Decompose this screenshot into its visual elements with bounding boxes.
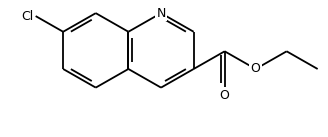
Text: O: O [220,89,230,102]
Text: N: N [156,7,166,20]
Text: Cl: Cl [21,10,34,23]
Text: O: O [251,62,260,75]
